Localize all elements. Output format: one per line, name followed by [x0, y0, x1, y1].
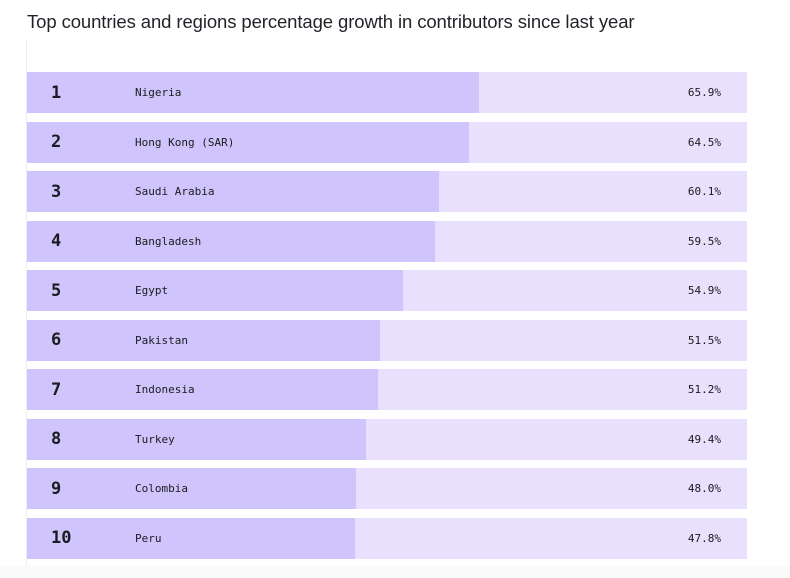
- category-label: Bangladesh: [135, 234, 202, 248]
- bar: [27, 468, 356, 509]
- rank-label: 2: [51, 132, 62, 152]
- category-label: Peru: [135, 531, 162, 545]
- bar-row: 9 Colombia 48.0%: [27, 468, 747, 509]
- bar-row: 7 Indonesia 51.2%: [27, 369, 747, 410]
- rank-label: 4: [51, 231, 62, 251]
- rank-label: 8: [51, 429, 62, 449]
- bar: [27, 171, 439, 212]
- bar-row: 10 Peru 47.8%: [27, 517, 747, 559]
- bar-row: 8 Turkey 49.4%: [27, 418, 747, 460]
- bar: [27, 72, 479, 113]
- rank-label: 3: [51, 181, 62, 202]
- bar: [27, 418, 366, 460]
- bar-row: 5 Egypt 54.9%: [27, 270, 747, 311]
- bottom-edge: [0, 566, 790, 578]
- rank-label: 10: [51, 528, 72, 548]
- value-label: 49.4%: [687, 432, 721, 446]
- category-label: Egypt: [135, 284, 169, 297]
- bar-chart: 1 Nigeria 65.9% 2 Hong Kong (SAR) 64.5% 3 Saudi…: [27, 72, 747, 567]
- bar: [27, 369, 378, 410]
- category-label: Turkey: [135, 432, 175, 446]
- left-divider: [26, 40, 27, 578]
- value-label: 48.0%: [687, 482, 721, 495]
- rank-label: 5: [51, 280, 62, 301]
- rank-label: 1: [51, 82, 62, 103]
- bar-row: 6 Pakistan 51.5%: [27, 319, 747, 361]
- value-label: 59.5%: [687, 234, 721, 248]
- bar: [27, 270, 403, 311]
- bar: [27, 220, 435, 262]
- bar: [27, 517, 355, 559]
- bar: [27, 319, 380, 361]
- value-label: 60.1%: [687, 185, 721, 198]
- value-label: 51.2%: [687, 383, 721, 396]
- value-label: 64.5%: [687, 135, 721, 149]
- category-label: Nigeria: [135, 86, 182, 99]
- value-label: 51.5%: [687, 333, 721, 347]
- rank-label: 7: [51, 379, 62, 400]
- category-label: Hong Kong (SAR): [135, 135, 235, 149]
- value-label: 54.9%: [687, 284, 721, 297]
- category-label: Saudi Arabia: [135, 185, 215, 198]
- category-label: Pakistan: [135, 333, 188, 347]
- rank-label: 9: [51, 478, 62, 499]
- chart-title: Top countries and regions percentage gro…: [27, 11, 635, 32]
- category-label: Colombia: [135, 482, 188, 495]
- value-label: 47.8%: [687, 531, 721, 545]
- rank-label: 6: [51, 330, 62, 350]
- bar-row: 1 Nigeria 65.9%: [27, 72, 747, 113]
- bar-row: 4 Bangladesh 59.5%: [27, 220, 747, 262]
- bar-row: 2 Hong Kong (SAR) 64.5%: [27, 121, 747, 163]
- category-label: Indonesia: [135, 383, 195, 396]
- bar: [27, 121, 469, 163]
- bar-row: 3 Saudi Arabia 60.1%: [27, 171, 747, 212]
- value-label: 65.9%: [687, 86, 721, 99]
